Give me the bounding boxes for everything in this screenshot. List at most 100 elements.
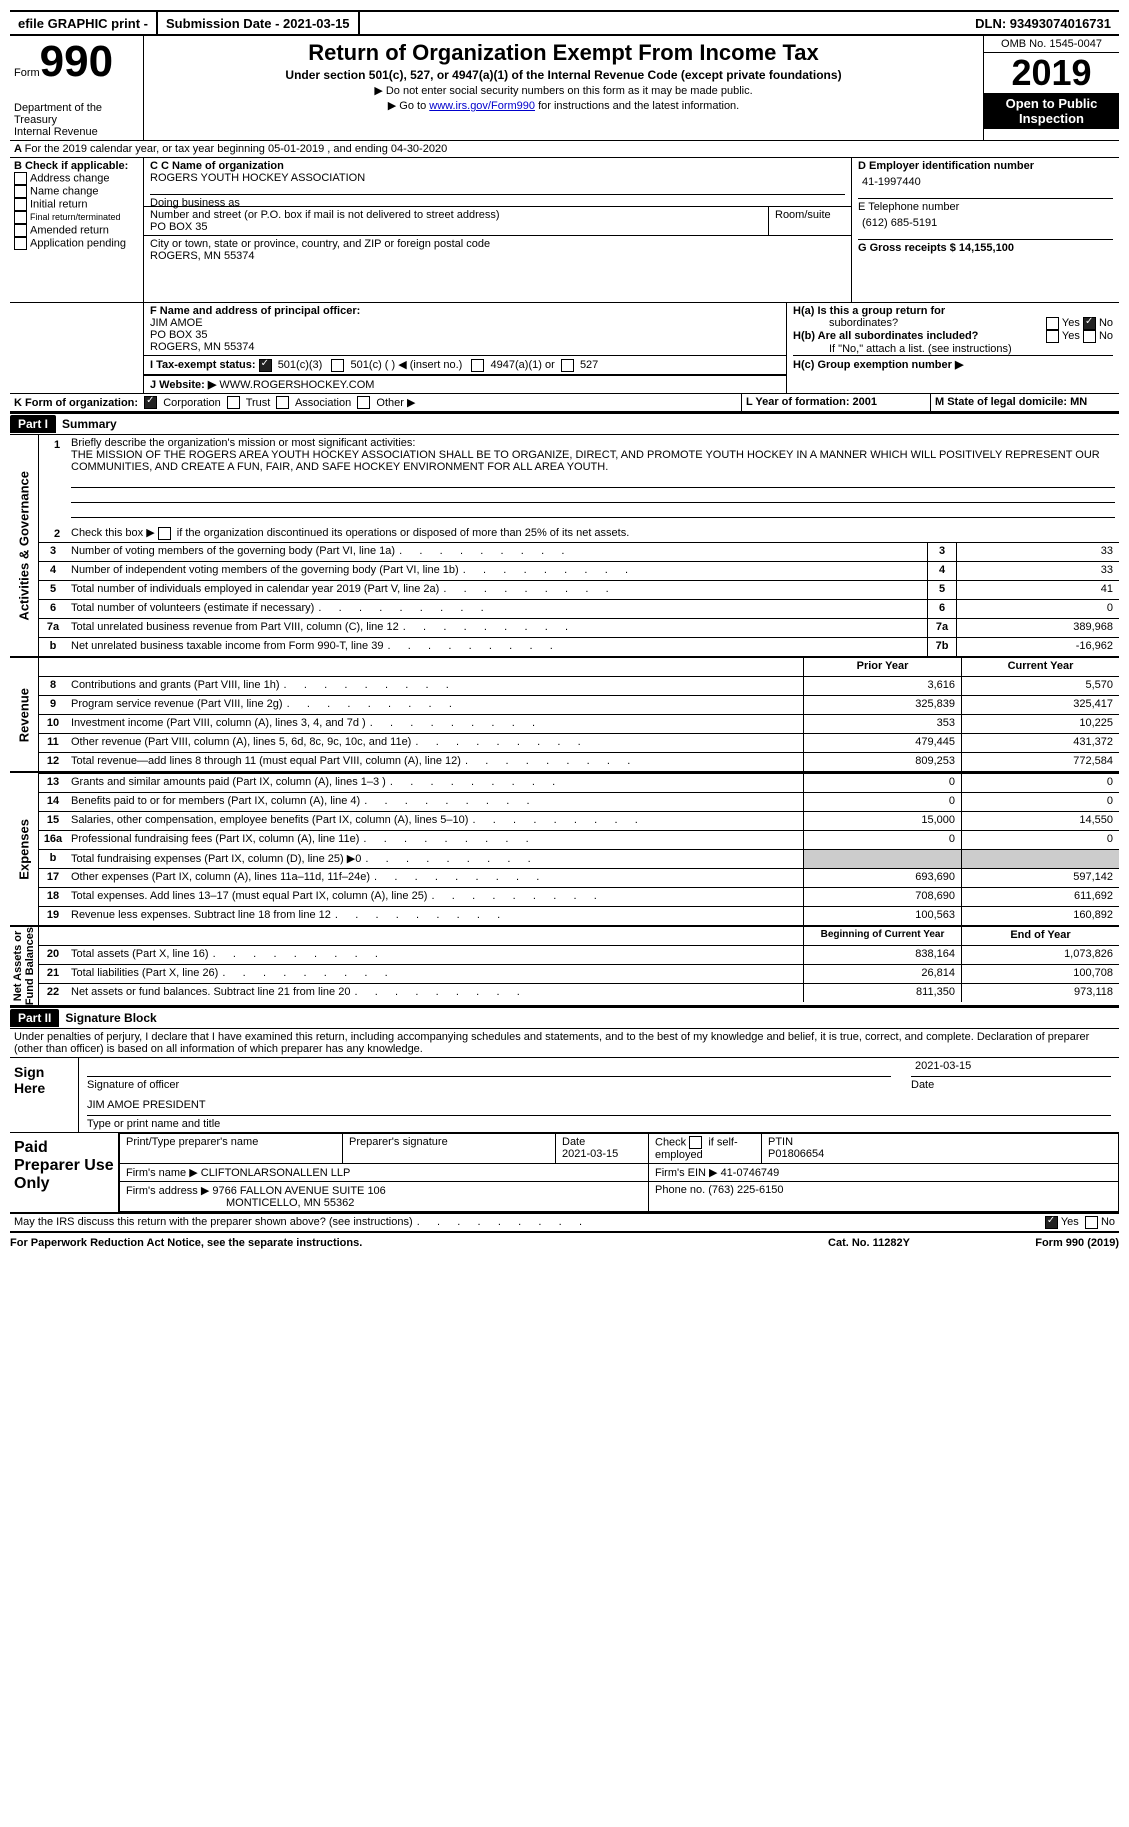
checkbox-corp[interactable] <box>144 396 157 409</box>
checkbox-4947[interactable] <box>471 359 484 372</box>
box-hb: H(b) Are all subordinates included? <box>793 330 978 342</box>
table-row: 11 Other revenue (Part VIII, column (A),… <box>39 733 1119 752</box>
header-subtitle: Under section 501(c), 527, or 4947(a)(1)… <box>152 68 975 82</box>
checkbox-discuss-no[interactable] <box>1085 1216 1098 1229</box>
checkbox-initial[interactable] <box>14 198 27 211</box>
checkbox-hb-yes[interactable] <box>1046 330 1059 343</box>
col-current: Current Year <box>961 658 1119 676</box>
checkbox-hb-no[interactable] <box>1083 330 1096 343</box>
firm-ein: Firm's EIN ▶ 41-0746749 <box>649 1164 1119 1182</box>
part-2-bar: Part II Signature Block <box>10 1007 1119 1029</box>
governance-section: Activities & Governance 1 Briefly descri… <box>10 435 1119 658</box>
table-row: b Net unrelated business taxable income … <box>39 637 1119 656</box>
checkbox-other[interactable] <box>357 396 370 409</box>
table-row: 19 Revenue less expenses. Subtract line … <box>39 906 1119 925</box>
sign-here-block: Sign Here Signature of officer 2021-03-1… <box>10 1058 1119 1133</box>
part-1-title: Summary <box>56 417 117 431</box>
checkbox-self-employed[interactable] <box>689 1136 702 1149</box>
box-i-label: I Tax-exempt status: <box>150 359 256 371</box>
side-governance: Activities & Governance <box>12 471 36 621</box>
table-row: 13 Grants and similar amounts paid (Part… <box>39 773 1119 792</box>
box-l: L Year of formation: 2001 <box>741 394 930 412</box>
officer-print-name: JIM AMOE PRESIDENT <box>87 1099 1111 1116</box>
box-e-label: E Telephone number <box>858 198 1113 213</box>
box-f-label: F Name and address of principal officer: <box>150 305 780 317</box>
table-row: 6 Total number of volunteers (estimate i… <box>39 599 1119 618</box>
line2-prefix: ▶ Go to <box>388 100 429 112</box>
perjury-text: Under penalties of perjury, I declare th… <box>10 1029 1119 1058</box>
check-amended: Amended return <box>14 224 139 237</box>
line2-label: Check this box ▶ <box>71 527 155 539</box>
checkbox-501c[interactable] <box>331 359 344 372</box>
table-row: 20 Total assets (Part X, line 16) 838,16… <box>39 945 1119 964</box>
table-row: 14 Benefits paid to or for members (Part… <box>39 792 1119 811</box>
table-row: 9 Program service revenue (Part VIII, li… <box>39 695 1119 714</box>
street: PO BOX 35 <box>150 221 762 233</box>
checkbox-501c3[interactable] <box>259 359 272 372</box>
box-g: G Gross receipts $ 14,155,100 <box>858 239 1113 254</box>
firm-phone: Phone no. (763) 225-6150 <box>649 1182 1119 1212</box>
info-block-3: K Form of organization: Corporation Trus… <box>10 394 1119 414</box>
checkbox-trust[interactable] <box>227 396 240 409</box>
box-c-label: C C Name of organization <box>150 160 845 172</box>
table-row: 5 Total number of individuals employed i… <box>39 580 1119 599</box>
checkbox-pending[interactable] <box>14 237 27 250</box>
room-label: Room/suite <box>768 207 851 235</box>
top-bar: efile GRAPHIC print - Submission Date - … <box>10 10 1119 36</box>
dept-2: Treasury <box>14 114 139 126</box>
signature-date: 2021-03-15 <box>911 1060 1111 1077</box>
box-hc: H(c) Group exemption number ▶ <box>793 355 1113 371</box>
checkbox-line2[interactable] <box>158 527 171 540</box>
header-line2: ▶ Go to www.irs.gov/Form990 for instruct… <box>152 99 975 112</box>
part-2-header: Part II <box>10 1009 59 1027</box>
firm-name: Firm's name ▶ CLIFTONLARSONALLEN LLP <box>120 1164 649 1182</box>
mission-text: THE MISSION OF THE ROGERS AREA YOUTH HOC… <box>71 449 1100 473</box>
street-label: Number and street (or P.O. box if mail i… <box>150 209 762 221</box>
net-assets-section: Net Assets or Fund Balances Beginning of… <box>10 927 1119 1007</box>
footer-right: Form 990 (2019) <box>969 1237 1119 1249</box>
form-label: Form <box>14 67 40 79</box>
checkbox-527[interactable] <box>561 359 574 372</box>
sign-here-label: Sign Here <box>10 1058 79 1132</box>
footer-mid: Cat. No. 11282Y <box>769 1237 969 1249</box>
box-j-label: J Website: ▶ <box>150 379 216 391</box>
signature-label: Signature of officer <box>87 1079 891 1091</box>
check-pending: Application pending <box>14 237 139 250</box>
part-2-title: Signature Block <box>59 1011 156 1025</box>
box-hb2: If "No," attach a list. (see instruction… <box>793 343 1113 355</box>
line-a-text: For the 2019 calendar year, or tax year … <box>25 143 448 155</box>
checkbox-final[interactable] <box>14 211 27 224</box>
officer-addr1: PO BOX 35 <box>150 329 780 341</box>
dept-1: Department of the <box>14 102 139 114</box>
preparer-table: Print/Type preparer's name Preparer's si… <box>119 1133 1119 1212</box>
checkbox-name[interactable] <box>14 185 27 198</box>
checkbox-assoc[interactable] <box>276 396 289 409</box>
expenses-section: Expenses 13 Grants and similar amounts p… <box>10 773 1119 927</box>
box-ha: H(a) Is this a group return for <box>793 305 1113 317</box>
table-row: 15 Salaries, other compensation, employe… <box>39 811 1119 830</box>
col-prior: Prior Year <box>803 658 961 676</box>
discuss-row: May the IRS discuss this return with the… <box>10 1214 1119 1232</box>
check-final: Final return/terminated <box>14 211 139 224</box>
box-m: M State of legal domicile: MN <box>930 394 1119 412</box>
table-row: 8 Contributions and grants (Part VIII, l… <box>39 676 1119 695</box>
irs-link[interactable]: www.irs.gov/Form990 <box>429 100 535 112</box>
line1-label: Briefly describe the organization's miss… <box>71 437 415 449</box>
info-block-2: F Name and address of principal officer:… <box>10 303 1119 394</box>
date-label: Date <box>911 1079 1111 1091</box>
checkbox-discuss-yes[interactable] <box>1045 1216 1058 1229</box>
line2-label2: if the organization discontinued its ope… <box>177 527 630 539</box>
checkbox-address[interactable] <box>14 172 27 185</box>
page-title: Return of Organization Exempt From Incom… <box>152 40 975 66</box>
box-b-header: B Check if applicable: <box>14 160 139 172</box>
checkbox-amended[interactable] <box>14 224 27 237</box>
checkbox-ha-no[interactable] <box>1083 317 1096 330</box>
checkbox-ha-yes[interactable] <box>1046 317 1059 330</box>
line-a-prefix: A <box>14 143 22 155</box>
prep-ptin-h: PTINP01806654 <box>762 1134 1119 1164</box>
open-to-public: Open to Public Inspection <box>984 93 1119 129</box>
website: WWW.ROGERSHOCKEY.COM <box>219 379 374 391</box>
open-line2: Inspection <box>1019 111 1084 126</box>
check-initial: Initial return <box>14 198 139 211</box>
box-k-label: K Form of organization: <box>14 397 138 409</box>
